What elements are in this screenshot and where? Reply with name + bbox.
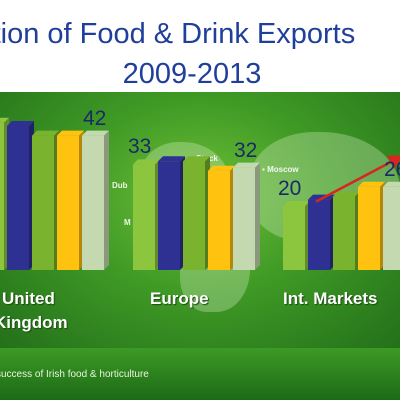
bar-2-1	[308, 194, 335, 270]
bar-1-4	[233, 162, 260, 270]
bar-face-0-4	[82, 135, 104, 270]
chart-subtitle: 2009-2013	[122, 58, 262, 90]
bar-2-0	[283, 201, 310, 270]
bar-top-1-0	[133, 159, 160, 165]
bar-2-3	[358, 181, 385, 270]
title-area: lution of Food & Drink Exports	[0, 0, 400, 92]
map-label-dub: Dub	[112, 181, 128, 190]
bar-top-0-2	[32, 130, 59, 136]
data-label-5: 26	[384, 157, 400, 181]
category-label-0-1: Kingdom	[0, 313, 68, 332]
category-label-1-0: Europe	[150, 289, 209, 308]
bar-face-1-1	[158, 161, 180, 270]
bar-1-0	[133, 159, 160, 270]
data-label-4: 20	[278, 177, 302, 200]
bar-1-3	[208, 165, 235, 270]
bar-face-2-4	[383, 186, 400, 270]
data-label-1: 42	[83, 106, 107, 130]
footer-text: success of Irish food & horticulture	[0, 369, 149, 380]
bar-top-1-3	[208, 165, 235, 171]
bar-1-1	[158, 156, 185, 270]
bar-face-0-3	[57, 135, 79, 270]
category-label-0-0: United	[2, 289, 55, 308]
bar-2-4	[383, 181, 400, 270]
footer-band	[0, 348, 400, 400]
bar-0-1	[7, 121, 34, 270]
bar-face-0-0	[0, 122, 4, 270]
bar-face-0-1	[7, 126, 29, 270]
category-label-2-0: Int. Markets	[283, 289, 378, 308]
bar-0-4	[82, 130, 109, 270]
bar-top-2-3	[358, 181, 385, 187]
bar-face-1-4	[233, 167, 255, 270]
bar-top-2-0	[283, 201, 310, 206]
bar-top-2-4	[383, 181, 400, 187]
bar-side-0-4	[104, 130, 109, 270]
bar-face-0-2	[32, 135, 54, 270]
growth-arrow	[315, 155, 400, 203]
bar-face-2-3	[358, 186, 380, 270]
map-label-moscow-text: Moscow	[267, 165, 299, 174]
bar-top-0-0	[0, 117, 9, 123]
bar-top-2-2	[333, 191, 360, 197]
bar-2-2	[333, 191, 360, 270]
bar-0-3	[57, 130, 84, 270]
bar-top-1-1	[158, 156, 185, 162]
bar-face-2-2	[333, 196, 355, 270]
bar-face-1-2	[183, 161, 205, 270]
bar-top-1-4	[233, 162, 260, 168]
map-label-moscow: ▪ Moscow	[262, 165, 299, 174]
bar-top-1-2	[183, 156, 210, 162]
chart-title: lution of Food & Drink Exports	[0, 18, 356, 50]
bar-side-1-4	[255, 162, 260, 270]
data-label-2: 33	[128, 135, 152, 159]
bar-face-2-1	[308, 199, 330, 270]
bar-face-2-0	[283, 206, 305, 270]
map-label-m: M	[124, 218, 131, 227]
bar-top-0-4	[82, 130, 109, 136]
bar-face-1-0	[133, 164, 155, 270]
bar-face-1-3	[208, 170, 230, 270]
bar-1-2	[183, 156, 210, 270]
bar-top-0-1	[7, 121, 34, 126]
data-label-3: 32	[234, 138, 258, 162]
bar-0-2	[32, 130, 59, 270]
bar-top-0-3	[57, 130, 84, 136]
